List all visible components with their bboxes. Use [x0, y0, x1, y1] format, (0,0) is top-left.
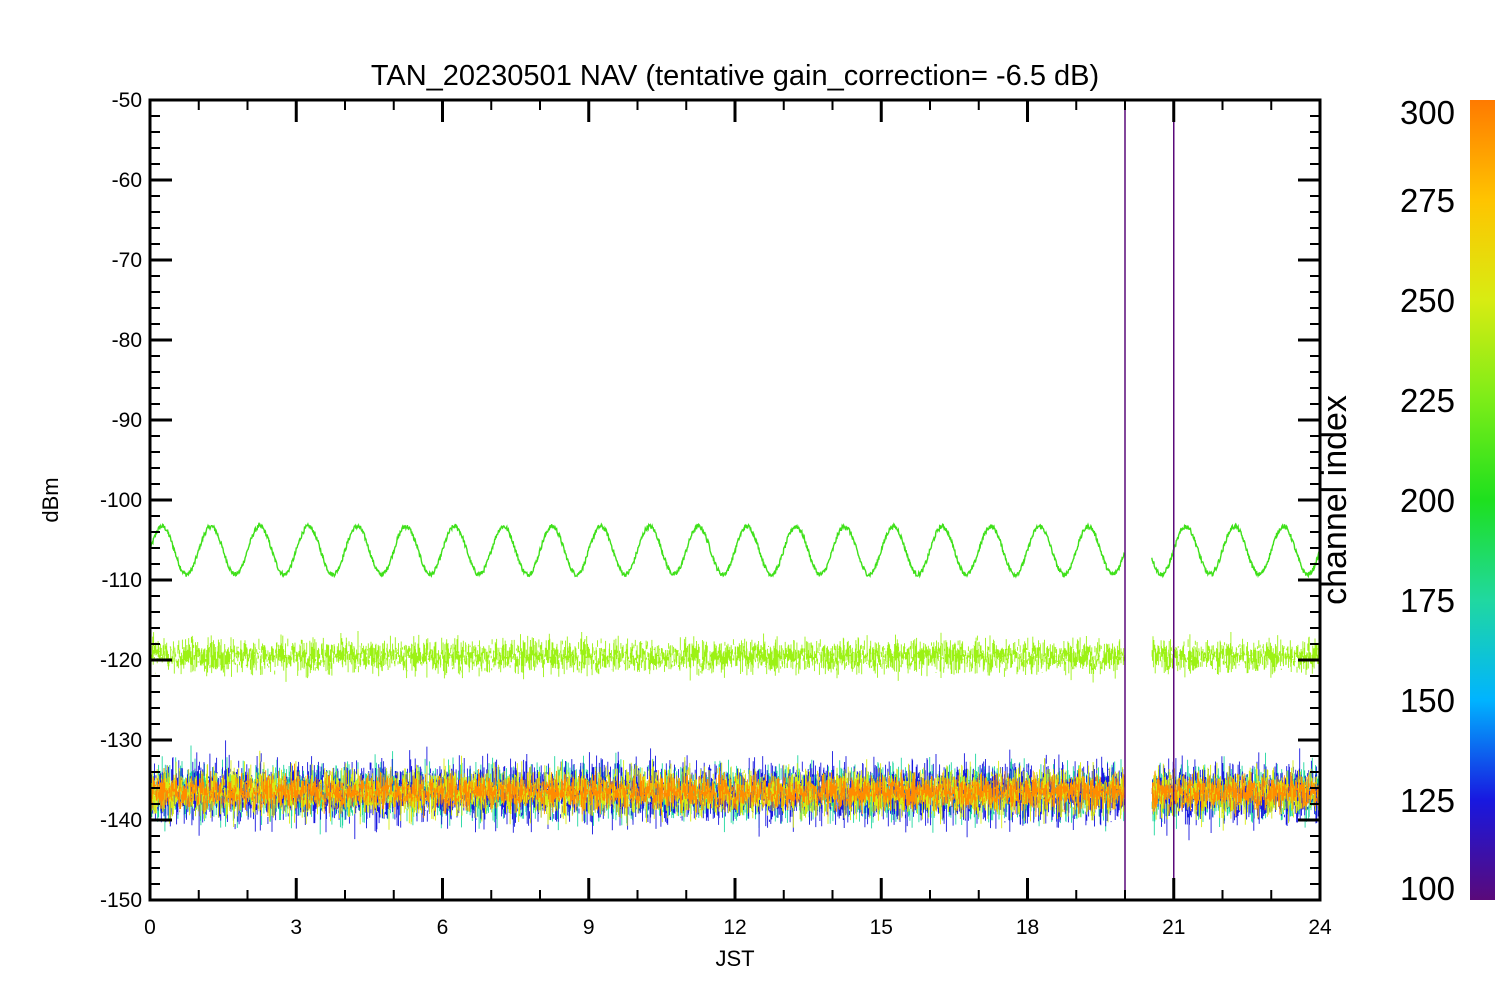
- series-band-262: [150, 631, 1320, 683]
- colorbar-tick-label: 225: [1400, 382, 1455, 419]
- x-tick-label: 3: [290, 916, 302, 939]
- x-tick-label: 15: [870, 916, 893, 939]
- colorbar-tick-label: 125: [1400, 782, 1455, 819]
- chart-title: TAN_20230501 NAV (tentative gain_correct…: [371, 60, 1099, 92]
- y-axis: -50 -60 -70 -80 -90 -100 -110 -120 -130 -140 -150: [100, 89, 1320, 912]
- colorbar-tick-label: 300: [1400, 94, 1455, 131]
- colorbar-tick-label: 150: [1400, 682, 1455, 719]
- y-tick-label: -50: [112, 89, 142, 112]
- y-tick-label: -90: [112, 409, 142, 432]
- x-tick-label: 0: [144, 916, 156, 939]
- y-tick-label: -150: [100, 889, 142, 912]
- y-tick-label: -110: [102, 569, 142, 592]
- x-tick-label: 18: [1016, 916, 1039, 939]
- y-tick-label: -100: [100, 489, 142, 512]
- x-tick-label: 24: [1308, 916, 1332, 939]
- x-tick-label: 6: [437, 916, 449, 939]
- x-tick-label: 9: [583, 916, 595, 939]
- x-axis: 0 3 6 9 12 15 18 21 24: [144, 100, 1332, 939]
- y-tick-label: -60: [112, 169, 142, 192]
- colorbar-tick-label: 250: [1400, 282, 1455, 319]
- y-tick-label: -80: [112, 329, 142, 352]
- x-tick-label: 21: [1162, 916, 1185, 939]
- x-tick-label: 12: [723, 916, 746, 939]
- y-tick-label: -120: [100, 649, 142, 672]
- colorbar: [1470, 100, 1495, 900]
- y-tick-label: -140: [100, 809, 142, 832]
- colorbar-tick-label: 100: [1400, 870, 1455, 907]
- colorbar-tick-label: 275: [1400, 182, 1455, 219]
- x-axis-label: JST: [715, 946, 754, 971]
- colorbar-tick-label: 200: [1400, 482, 1455, 519]
- y-tick-label: -70: [112, 249, 142, 272]
- plot-area: [150, 100, 1320, 900]
- colorbar-ticks: 300 275 250 225 200 175 150 125 100: [1400, 94, 1455, 907]
- y-tick-label: -130: [100, 729, 142, 752]
- colorbar-tick-label: 175: [1400, 582, 1455, 619]
- colorbar-label: channel index: [1316, 395, 1354, 605]
- y-axis-label: dBm: [38, 477, 63, 522]
- series-line-255: [150, 522, 1320, 579]
- series-band-290: [150, 763, 1320, 819]
